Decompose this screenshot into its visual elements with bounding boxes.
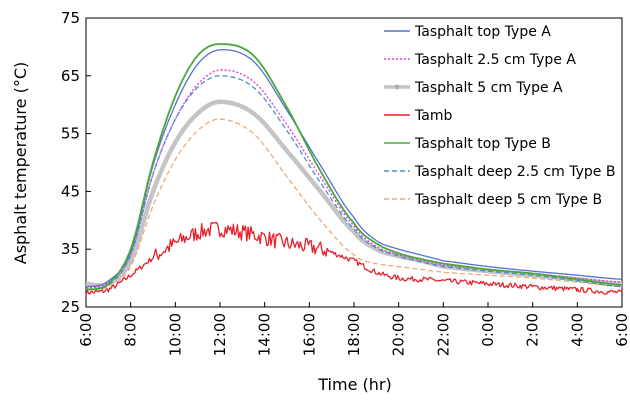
x-tick-label: 6:00: [77, 313, 95, 347]
x-tick-label: 6:00: [613, 313, 630, 347]
x-tick-label: 18:00: [345, 313, 363, 356]
x-tick-label: 16:00: [300, 313, 318, 356]
x-tick-label: 22:00: [434, 313, 452, 356]
x-tick-label: 4:00: [568, 313, 586, 347]
x-tick-label: 20:00: [390, 313, 408, 356]
x-tick-label: 2:00: [524, 313, 542, 347]
legend-label-0: Tasphalt top Type A: [414, 24, 551, 40]
y-tick-label: 65: [61, 67, 80, 85]
axes: 25 35 45 55 65 75 6:00 8:00 10:00 12:00 14:00 16:00…: [61, 9, 630, 356]
x-axis-title: Time (hr): [317, 375, 391, 394]
series-line-3: [85, 221, 623, 296]
series-line-4: [85, 43, 623, 291]
legend-label-4: Tasphalt top Type B: [414, 136, 551, 152]
legend-label-5: Tasphalt deep 2.5 cm Type B: [414, 164, 615, 180]
y-tick-label: 75: [61, 9, 80, 27]
series-line-5: [85, 75, 623, 291]
y-tick-label: 45: [61, 182, 80, 200]
legend: Tasphalt top Type A Tasphalt 2.5 cm Type …: [384, 24, 615, 208]
legend-label-3: Tamb: [414, 108, 452, 124]
x-tick-label: 0:00: [479, 313, 497, 347]
legend-label-6: Tasphalt deep 5 cm Type B: [414, 192, 602, 208]
legend-label-2: Tasphalt 5 cm Type A: [414, 80, 563, 96]
series-line-6: [85, 118, 623, 289]
y-axis-title: Asphalt temperature (°C): [11, 62, 30, 265]
x-tick-label: 10:00: [166, 313, 184, 356]
x-tick-label: 8:00: [122, 313, 140, 347]
series-layer: [85, 43, 623, 296]
series-line-1: [85, 69, 623, 289]
x-tick-label: 14:00: [256, 313, 274, 356]
legend-label-1: Tasphalt 2.5 cm Type A: [414, 52, 576, 68]
series-line-0: [85, 49, 623, 288]
y-tick-label: 55: [61, 125, 80, 143]
legend-marker-2: [394, 84, 400, 90]
y-tick-label: 25: [61, 298, 80, 316]
y-tick-label: 35: [61, 240, 80, 258]
x-tick-label: 12:00: [211, 313, 229, 356]
